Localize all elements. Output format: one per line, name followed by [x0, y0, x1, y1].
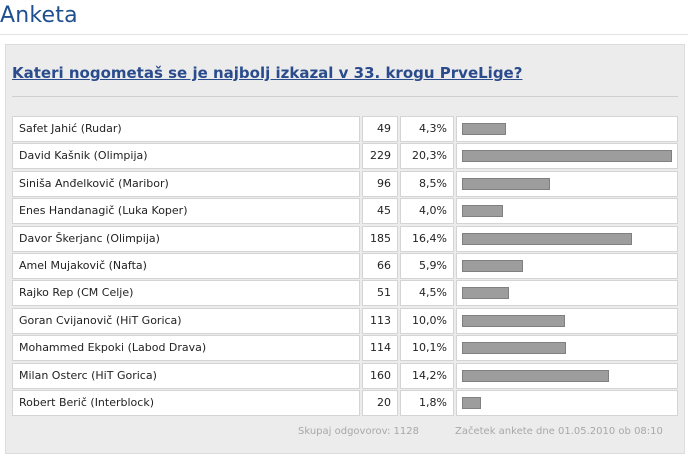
poll-row: David Kašnik (Olimpija) 229 20,3%: [12, 143, 678, 170]
poll-row: Davor Škerjanc (Olimpija) 185 16,4%: [12, 225, 678, 252]
candidate-name: Amel Mujakovič (Nafta): [12, 253, 360, 279]
vote-count: 113: [362, 307, 398, 334]
result-bar: [462, 369, 609, 382]
result-bar-cell: [456, 390, 678, 416]
result-bar: [462, 232, 632, 245]
poll-row: Enes Handanagič (Luka Koper) 45 4,0%: [12, 198, 678, 225]
poll-row: Goran Cvijanovič (HiT Gorica) 113 10,0%: [12, 307, 678, 334]
poll-row: Milan Osterc (HiT Gorica) 160 14,2%: [12, 362, 678, 389]
vote-count: 229: [362, 143, 398, 170]
poll-row: Rajko Rep (CM Celje) 51 4,5%: [12, 280, 678, 307]
vote-percent: 4,3%: [400, 116, 454, 142]
candidate-name: Milan Osterc (HiT Gorica): [12, 362, 360, 389]
poll-row: Amel Mujakovič (Nafta) 66 5,9%: [12, 253, 678, 279]
candidate-name: Mohammed Ekpoki (Labod Drava): [12, 335, 360, 362]
result-bar: [462, 123, 506, 135]
vote-percent: 1,8%: [400, 390, 454, 416]
poll-panel: Kateri nogometaš se je najbolj izkazal v…: [5, 44, 685, 454]
vote-percent: 5,9%: [400, 253, 454, 279]
candidate-name: Safet Jahić (Rudar): [12, 116, 360, 142]
vote-percent: 14,2%: [400, 362, 454, 389]
vote-count: 45: [362, 198, 398, 225]
vote-percent: 8,5%: [400, 170, 454, 197]
candidate-name: Siniša Anđelkovič (Maribor): [12, 170, 360, 197]
candidate-name: Davor Škerjanc (Olimpija): [12, 225, 360, 252]
poll-row: Siniša Anđelkovič (Maribor) 96 8,5%: [12, 170, 678, 197]
title-divider: [0, 34, 688, 35]
poll-start-date: Začetek ankete dne 01.05.2010 ob 08:10: [455, 426, 663, 437]
vote-percent: 10,1%: [400, 335, 454, 362]
vote-percent: 20,3%: [400, 143, 454, 170]
result-bar-cell: [456, 280, 678, 307]
result-bar-cell: [456, 253, 678, 279]
vote-count: 114: [362, 335, 398, 362]
result-bar: [462, 314, 565, 327]
result-bar-cell: [456, 170, 678, 197]
vote-count: 20: [362, 390, 398, 416]
result-bar-cell: [456, 116, 678, 142]
result-bar-cell: [456, 307, 678, 334]
poll-row: Safet Jahić (Rudar) 49 4,3%: [12, 116, 678, 142]
result-bar: [462, 205, 503, 218]
result-bar-cell: [456, 362, 678, 389]
result-bar: [462, 287, 509, 300]
candidate-name: David Kašnik (Olimpija): [12, 143, 360, 170]
result-bar: [462, 150, 672, 163]
result-bar-cell: [456, 335, 678, 362]
poll-row: Mohammed Ekpoki (Labod Drava) 114 10,1%: [12, 335, 678, 362]
result-bar-cell: [456, 143, 678, 170]
result-bar: [462, 397, 481, 409]
poll-row: Robert Berič (Interblock) 20 1,8%: [12, 390, 678, 416]
result-bar: [462, 177, 550, 190]
vote-percent: 4,5%: [400, 280, 454, 307]
vote-percent: 10,0%: [400, 307, 454, 334]
candidate-name: Rajko Rep (CM Celje): [12, 280, 360, 307]
candidate-name: Robert Berič (Interblock): [12, 390, 360, 416]
vote-percent: 4,0%: [400, 198, 454, 225]
result-bar-cell: [456, 225, 678, 252]
result-bar: [462, 260, 523, 272]
result-bar-cell: [456, 198, 678, 225]
total-responses: Skupaj odgovorov: 1128: [298, 426, 419, 437]
vote-count: 185: [362, 225, 398, 252]
page-title: Anketa: [0, 3, 78, 28]
candidate-name: Goran Cvijanovič (HiT Gorica): [12, 307, 360, 334]
vote-count: 96: [362, 170, 398, 197]
vote-count: 49: [362, 116, 398, 142]
vote-count: 160: [362, 362, 398, 389]
poll-divider: [12, 96, 678, 97]
candidate-name: Enes Handanagič (Luka Koper): [12, 198, 360, 225]
vote-percent: 16,4%: [400, 225, 454, 252]
vote-count: 51: [362, 280, 398, 307]
vote-count: 66: [362, 253, 398, 279]
poll-question-link[interactable]: Kateri nogometaš se je najbolj izkazal v…: [12, 64, 523, 82]
result-bar: [462, 342, 566, 355]
